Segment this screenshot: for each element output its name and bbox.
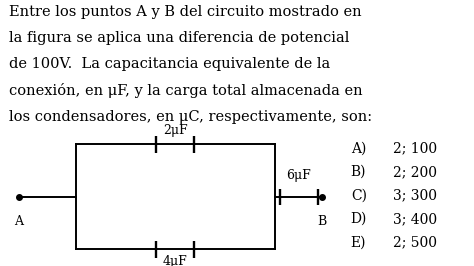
- Text: 2μF: 2μF: [163, 124, 188, 137]
- Text: 2; 100: 2; 100: [393, 142, 438, 156]
- Text: 6μF: 6μF: [286, 169, 311, 182]
- Text: 3; 400: 3; 400: [393, 212, 438, 226]
- Text: 2; 500: 2; 500: [393, 236, 438, 250]
- Text: B): B): [351, 165, 366, 179]
- Text: conexión, en μF, y la carga total almacenada en: conexión, en μF, y la carga total almace…: [9, 84, 363, 98]
- Text: E): E): [351, 236, 366, 250]
- Text: 2; 200: 2; 200: [393, 165, 438, 179]
- Text: 4μF: 4μF: [163, 255, 188, 266]
- Text: A: A: [15, 215, 23, 228]
- Text: los condensadores, en μC, respectivamente, son:: los condensadores, en μC, respectivament…: [9, 110, 373, 123]
- Text: la figura se aplica una diferencia de potencial: la figura se aplica una diferencia de po…: [9, 31, 350, 45]
- Text: A): A): [351, 142, 366, 156]
- Text: Entre los puntos A y B del circuito mostrado en: Entre los puntos A y B del circuito most…: [9, 5, 362, 19]
- Text: C): C): [351, 189, 367, 202]
- Text: B: B: [318, 215, 327, 228]
- Text: de 100V.  La capacitancia equivalente de la: de 100V. La capacitancia equivalente de …: [9, 57, 331, 71]
- Text: D): D): [351, 212, 367, 226]
- Text: 3; 300: 3; 300: [393, 189, 438, 202]
